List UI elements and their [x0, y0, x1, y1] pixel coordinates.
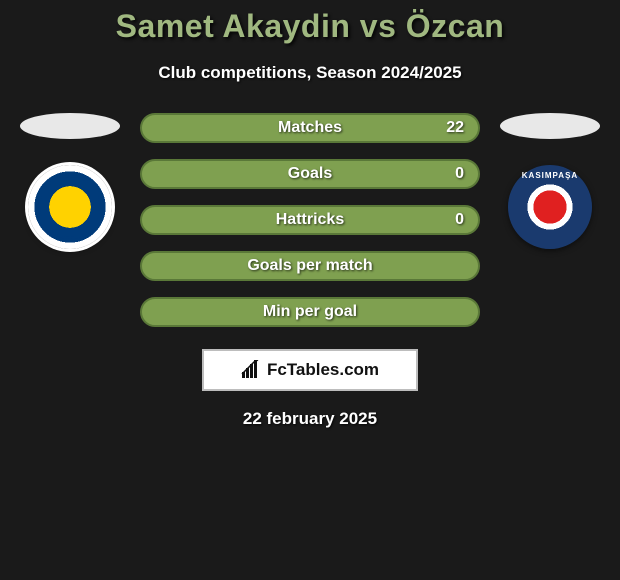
brand-label: FcTables.com: [267, 360, 379, 380]
comparison-row: Matches 22 Goals 0 Hattricks 0 Goals per match…: [0, 113, 620, 327]
stat-bar-label: Hattricks: [276, 211, 344, 229]
stat-bar-value-right: 0: [455, 165, 464, 183]
left-column: [20, 113, 120, 249]
stat-bar: Hattricks 0: [140, 205, 480, 235]
page-subtitle: Club competitions, Season 2024/2025: [0, 63, 620, 83]
brand-box: FcTables.com: [202, 349, 418, 391]
date-line: 22 february 2025: [0, 409, 620, 429]
stat-bar-value-right: 0: [455, 211, 464, 229]
stat-bars: Matches 22 Goals 0 Hattricks 0 Goals per match…: [140, 113, 480, 327]
left-club-badge: [28, 165, 112, 249]
right-column: [500, 113, 600, 249]
stat-bar: Goals per match: [140, 251, 480, 281]
stat-bar-label: Goals per match: [247, 257, 372, 275]
stat-bar: Goals 0: [140, 159, 480, 189]
stat-bar: Matches 22: [140, 113, 480, 143]
left-player-placeholder: [20, 113, 120, 139]
stat-bar: Min per goal: [140, 297, 480, 327]
stat-bar-label: Goals: [288, 165, 332, 183]
stat-bar-value-right: 22: [446, 119, 464, 137]
page-container: Samet Akaydin vs Özcan Club competitions…: [0, 0, 620, 580]
stat-bar-label: Matches: [278, 119, 342, 137]
bars-chart-icon: [241, 360, 261, 380]
stat-bar-label: Min per goal: [263, 303, 357, 321]
right-player-placeholder: [500, 113, 600, 139]
page-title: Samet Akaydin vs Özcan: [0, 8, 620, 45]
right-club-badge: [508, 165, 592, 249]
